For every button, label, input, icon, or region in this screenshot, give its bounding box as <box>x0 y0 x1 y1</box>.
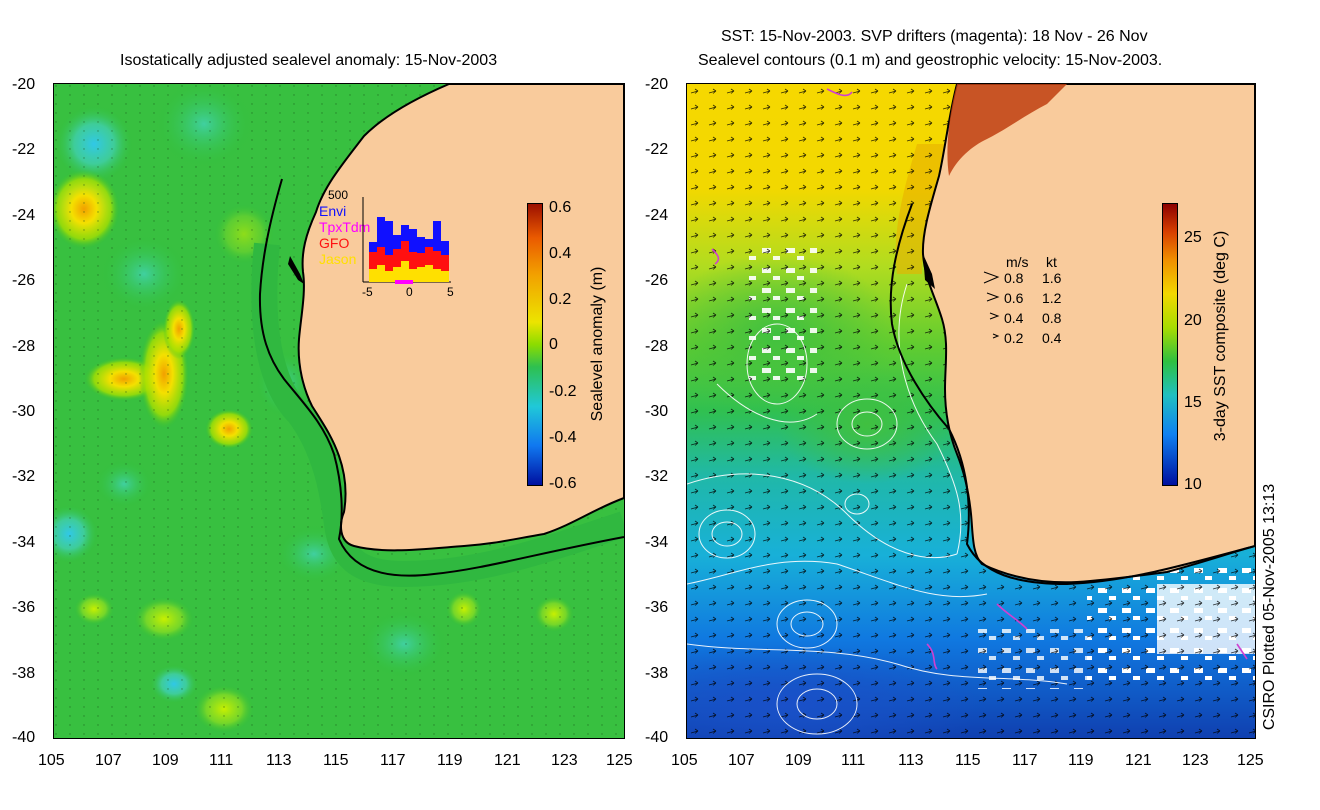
left-ytick: -36 <box>12 599 36 616</box>
left-xtick: 123 <box>551 752 578 769</box>
sst-colorbar-tick: 25 <box>1184 229 1202 246</box>
velocity-legend-ms: 0.6 <box>1004 290 1024 306</box>
left-ytick: -32 <box>12 468 36 485</box>
velocity-legend-ms: 0.8 <box>1004 270 1024 286</box>
inset-xtick: 0 <box>406 285 413 299</box>
sealevel-contours <box>687 283 1068 735</box>
inset-legend-tpxtdm: TpxTdm <box>319 219 371 235</box>
velocity-legend-kt: 1.6 <box>1042 270 1062 286</box>
velocity-legend: m/s kt 0.8 1.6 0.6 1.2 0.4 0.8 0.2 0.4 <box>980 254 1070 354</box>
sealevel-colorbar-tick: 0 <box>549 336 558 353</box>
right-xtick: 117 <box>1012 752 1038 769</box>
left-xtick: 117 <box>380 752 406 769</box>
sst-colorbar-tick: 10 <box>1184 476 1202 493</box>
left-map-title: Isostatically adjusted sealevel anomaly:… <box>120 52 498 69</box>
velocity-legend-ms: 0.2 <box>1004 330 1024 346</box>
sst-colorbar-tick: 20 <box>1184 312 1202 329</box>
left-ytick: -34 <box>12 534 36 551</box>
left-xtick: 121 <box>494 752 521 769</box>
right-xtick: 111 <box>841 752 866 769</box>
velocity-legend-header-ms: m/s <box>1006 254 1029 270</box>
inset-legend-jason: Jason <box>319 251 357 267</box>
left-xtick: 109 <box>152 752 179 769</box>
satellite-count-inset: 500 Envi TpxTdm GFO Jason -5 0 5 <box>316 187 466 302</box>
left-ytick: -20 <box>12 76 36 93</box>
inset-legend-envi: Envi <box>319 203 347 219</box>
left-ytick: -26 <box>12 272 36 289</box>
right-map-title-line2: Sealevel contours (0.1 m) and geostrophi… <box>698 52 1163 69</box>
left-xtick: 119 <box>437 752 463 769</box>
left-ytick: -22 <box>12 141 36 158</box>
left-ytick: -40 <box>12 729 36 746</box>
velocity-legend-arrows <box>983 271 1000 339</box>
sealevel-colorbar-tick: 0.2 <box>549 291 572 308</box>
right-ytick: -30 <box>645 403 669 420</box>
svp-drifter-tracks <box>711 88 1248 670</box>
sealevel-colorbar-label: Sealevel anomaly (m) <box>589 266 606 422</box>
right-ytick: -36 <box>645 599 669 616</box>
velocity-legend-header-kt: kt <box>1046 254 1057 270</box>
right-xtick: 115 <box>955 752 981 769</box>
left-ytick: -28 <box>12 338 36 355</box>
right-xtick: 107 <box>728 752 755 769</box>
inset-legend-gfo: GFO <box>319 235 350 251</box>
sst-colorbar-label: 3-day SST composite (deg C) <box>1212 230 1229 442</box>
inset-xtick: -5 <box>362 285 373 299</box>
sealevel-colorbar-tick: -0.6 <box>549 475 577 492</box>
velocity-legend-ms: 0.4 <box>1004 310 1024 326</box>
right-xtick: 105 <box>671 752 698 769</box>
right-xtick: 109 <box>785 752 812 769</box>
right-ytick: -28 <box>645 338 669 355</box>
left-ytick: -38 <box>12 665 36 682</box>
right-ytick: -40 <box>645 729 669 746</box>
right-ytick: -34 <box>645 534 669 551</box>
sealevel-colorbar <box>527 203 543 486</box>
right-ytick: -32 <box>645 468 669 485</box>
sst-colorbar-tick: 15 <box>1184 394 1202 411</box>
velocity-legend-kt: 0.4 <box>1042 330 1062 346</box>
left-xtick: 105 <box>38 752 65 769</box>
velocity-legend-kt: 1.2 <box>1042 290 1062 306</box>
right-ytick: -24 <box>645 207 669 224</box>
right-xtick: 125 <box>1237 752 1264 769</box>
australia-landmass <box>921 84 1255 584</box>
velocity-legend-kt: 0.8 <box>1042 310 1062 326</box>
sealevel-colorbar-tick: -0.2 <box>549 383 577 400</box>
right-xtick: 119 <box>1068 752 1094 769</box>
right-ytick: -26 <box>645 272 669 289</box>
sealevel-colorbar-tick: -0.4 <box>549 429 577 446</box>
right-xtick: 121 <box>1125 752 1152 769</box>
inset-ymax-label: 500 <box>328 188 349 202</box>
right-ytick: -38 <box>645 665 669 682</box>
sealevel-colorbar-tick: 0.4 <box>549 245 572 262</box>
left-xtick: 115 <box>323 752 349 769</box>
right-ytick: -22 <box>645 141 669 158</box>
inset-xtick: 5 <box>447 285 454 299</box>
left-xtick: 111 <box>209 752 234 769</box>
right-xtick: 123 <box>1182 752 1209 769</box>
left-xtick: 113 <box>266 752 292 769</box>
right-map-title-line1: SST: 15-Nov-2003. SVP drifters (magenta)… <box>721 28 1148 45</box>
left-xtick: 125 <box>606 752 633 769</box>
sealevel-colorbar-tick: 0.6 <box>549 199 572 216</box>
sst-colorbar <box>1162 203 1178 486</box>
csiro-credit: CSIRO Plotted 05-Nov-2005 13:13 <box>1261 483 1278 731</box>
right-xtick: 113 <box>898 752 924 769</box>
left-xtick: 107 <box>95 752 122 769</box>
left-ytick: -30 <box>12 403 36 420</box>
right-ytick: -20 <box>645 76 669 93</box>
left-ytick: -24 <box>12 207 36 224</box>
inset-bar-chart <box>362 197 451 284</box>
